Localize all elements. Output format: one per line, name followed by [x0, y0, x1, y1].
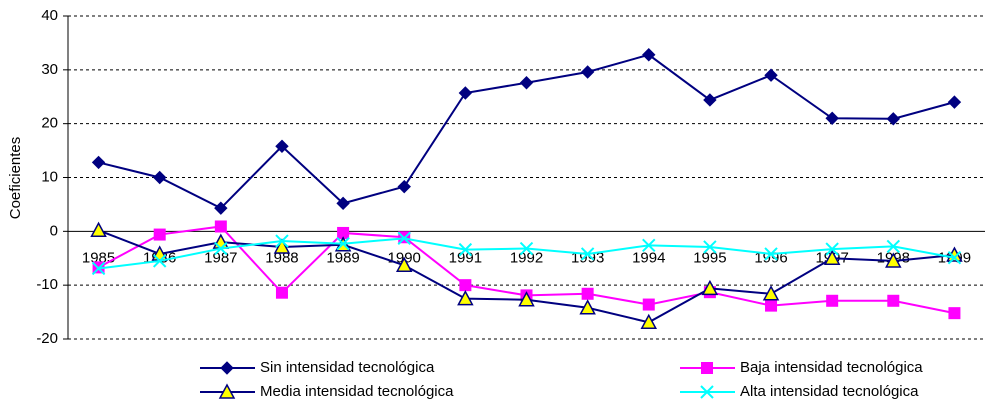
point [214, 201, 228, 215]
y-tick-label: 0 [50, 222, 58, 239]
point [640, 313, 658, 330]
point [825, 111, 839, 125]
x-tick-label: 1991 [449, 249, 482, 266]
point [703, 240, 717, 254]
y-tick-label: 10 [41, 168, 58, 185]
x-tick-label: 1992 [510, 249, 543, 266]
point [825, 242, 839, 256]
point [764, 247, 778, 261]
x-tick-label: 1988 [265, 249, 298, 266]
x-tick-label: 1995 [693, 249, 726, 266]
point [703, 93, 717, 107]
point [395, 256, 413, 272]
point [948, 307, 961, 320]
point [701, 279, 719, 296]
point [947, 95, 962, 109]
point [826, 294, 839, 307]
point [152, 254, 167, 268]
point [397, 231, 411, 246]
point [397, 179, 411, 194]
point [336, 237, 350, 251]
point [823, 249, 841, 265]
point [887, 294, 900, 307]
y-tick-label: -10 [36, 276, 58, 293]
point [214, 241, 228, 256]
point [580, 65, 595, 79]
point [275, 286, 288, 299]
legend-marker [218, 383, 236, 399]
point [91, 155, 106, 170]
legend-marker [700, 385, 714, 399]
point [947, 251, 962, 265]
legend-label: Sin intensidad tecnológica [260, 359, 435, 376]
point [764, 68, 778, 82]
x-tick-label: 1989 [326, 249, 359, 266]
legend-label: Baja intensidad tecnológica [740, 359, 923, 376]
point [886, 112, 901, 126]
point [579, 299, 596, 315]
point [153, 228, 166, 241]
point [765, 299, 778, 312]
x-tick-label: 1987 [204, 249, 237, 266]
legend-label: Alta intensidad tecnológica [740, 383, 919, 400]
point [214, 220, 227, 233]
y-tick-label: -20 [36, 330, 58, 347]
point [581, 287, 594, 300]
point [458, 86, 473, 100]
point [459, 279, 472, 292]
y-tick-label: 40 [41, 7, 58, 24]
point [275, 139, 289, 153]
legend-marker [220, 361, 234, 375]
point [580, 247, 595, 261]
x-tick-label: 1994 [632, 249, 665, 266]
point [642, 238, 656, 253]
point [518, 291, 535, 307]
point [885, 252, 902, 268]
point [519, 241, 534, 256]
point [458, 242, 473, 257]
y-axis-label: Coeficientes [7, 137, 24, 220]
y-tick-label: 30 [41, 61, 58, 78]
point [152, 170, 167, 185]
point [336, 196, 350, 211]
point [642, 298, 655, 311]
point [91, 261, 106, 276]
point [642, 48, 656, 62]
point [275, 234, 289, 248]
legend-label: Media intensidad tecnológica [260, 383, 454, 400]
point [337, 226, 350, 239]
point [457, 290, 474, 306]
point [519, 76, 534, 90]
point [90, 221, 107, 238]
y-tick-label: 20 [41, 115, 58, 132]
legend-marker [701, 362, 713, 374]
point [273, 238, 291, 254]
point [762, 285, 780, 301]
point [886, 239, 901, 254]
